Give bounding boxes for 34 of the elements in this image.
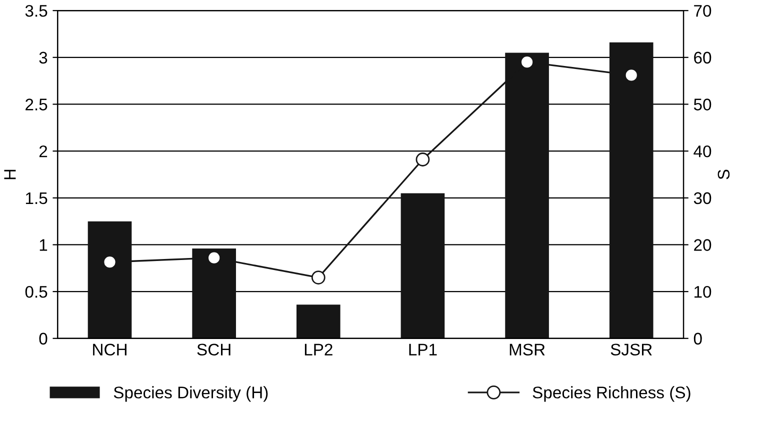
x-tick-label: SJSR <box>610 344 652 356</box>
y-tick-label: 3.5 <box>25 4 48 17</box>
legend-label: Species Richness (S) <box>532 386 690 402</box>
x-tick-label: NCH <box>93 344 126 356</box>
bar <box>400 193 445 338</box>
legend-label: Species Diversity (H) <box>114 386 268 402</box>
y2-tick-label: 30 <box>694 192 712 204</box>
y2-tick-label: 70 <box>694 4 712 17</box>
x-tick-label: LP1 <box>409 344 437 356</box>
y-tick-label: 1 <box>40 239 48 251</box>
y2-axis-title: S <box>718 170 730 180</box>
y-tick-label: 0.5 <box>25 286 48 298</box>
y2-tick-label: 60 <box>694 52 712 64</box>
point <box>416 152 430 166</box>
y2-tick-label: 40 <box>694 145 712 158</box>
y-tick-label: 1.5 <box>26 192 48 204</box>
y-axis-title: H <box>4 170 16 180</box>
y2-tick-label: 0 <box>694 332 702 345</box>
y-tick-label: 3 <box>39 52 48 64</box>
y2-tick-label: 20 <box>694 239 712 251</box>
y2-tick-label: 50 <box>694 98 712 110</box>
x-tick-label: SCH <box>197 344 230 356</box>
x-tick-label: LP2 <box>304 344 332 356</box>
point <box>102 255 117 270</box>
point <box>624 68 638 82</box>
point <box>311 270 326 284</box>
y-tick-label: 2 <box>39 145 48 158</box>
y-tick-label: 2.5 <box>26 98 48 110</box>
point <box>207 250 222 265</box>
x-tick-label: MSR <box>510 344 545 356</box>
point <box>520 55 534 70</box>
bar <box>296 304 340 338</box>
y2-tick-label: 10 <box>694 286 712 298</box>
y-tick-label: 0 <box>39 332 48 345</box>
